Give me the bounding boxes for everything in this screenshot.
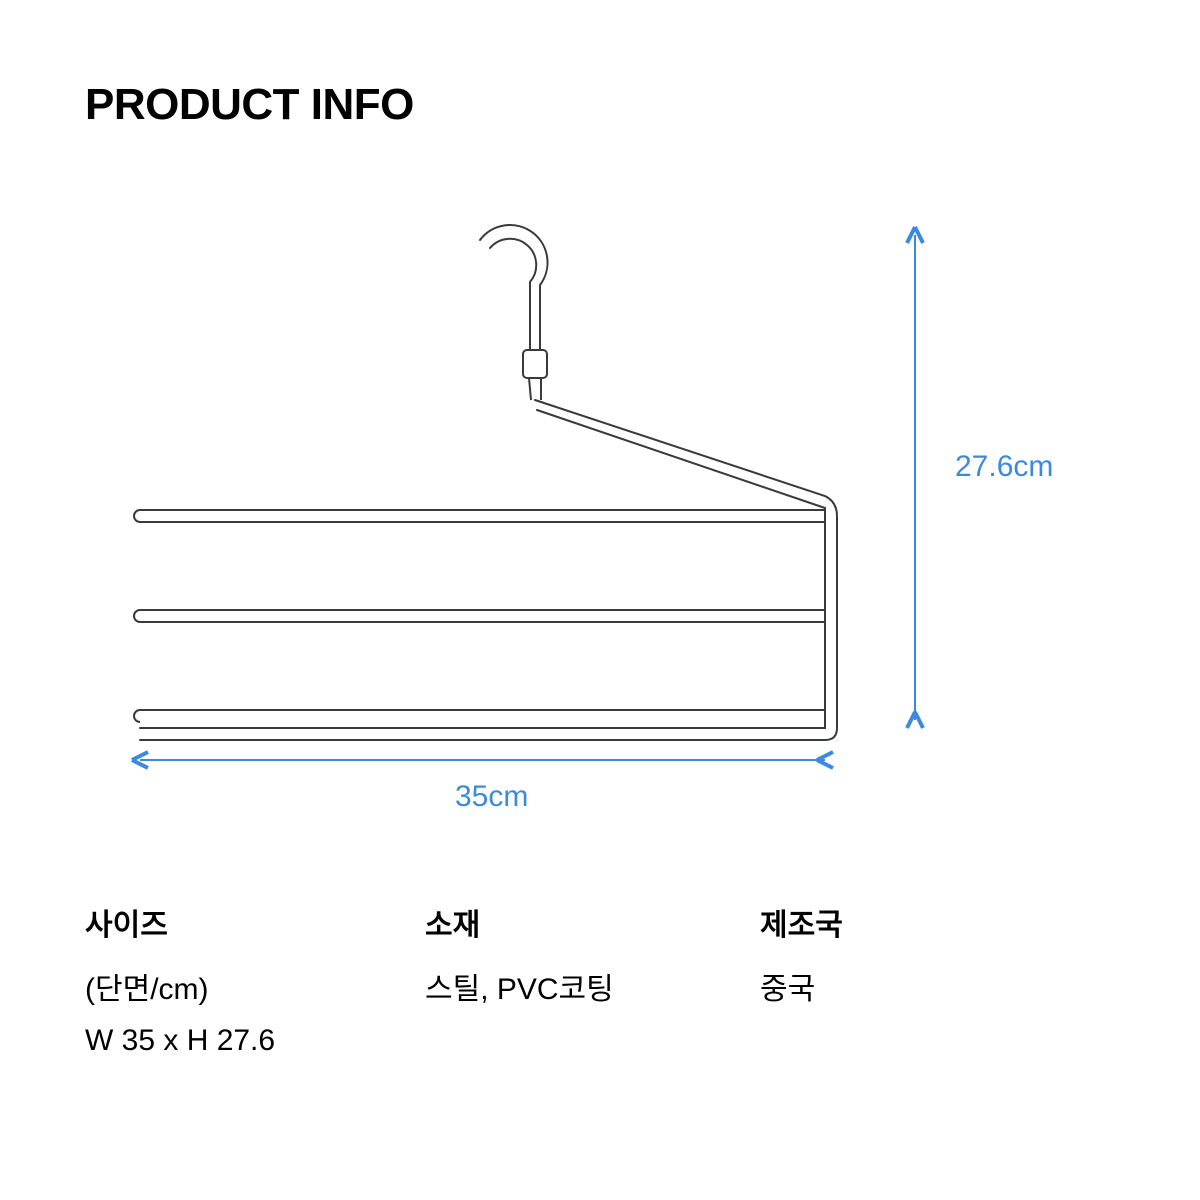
spec-material: 소재 스틸, PVC코팅: [425, 900, 760, 1066]
spec-value: 중국: [760, 964, 843, 1015]
specs-table: 사이즈 (단면/cm) W 35 x H 27.6 소재 스틸, PVC코팅 제…: [85, 900, 1115, 1066]
product-diagram: 27.6cm 35cm: [85, 200, 1115, 840]
spec-label: 소재: [425, 900, 760, 944]
dimension-width-label: 35cm: [455, 780, 528, 814]
spec-label: 제조국: [760, 900, 843, 944]
spec-label: 사이즈: [85, 900, 425, 944]
spec-value: (단면/cm): [85, 964, 425, 1015]
dimension-height-label: 27.6cm: [955, 450, 1053, 484]
spec-origin: 제조국 중국: [760, 900, 843, 1066]
spec-size: 사이즈 (단면/cm) W 35 x H 27.6: [85, 900, 425, 1066]
spec-value: W 35 x H 27.6: [85, 1015, 425, 1066]
page-title: PRODUCT INFO: [85, 80, 1115, 130]
spec-value: 스틸, PVC코팅: [425, 964, 760, 1015]
